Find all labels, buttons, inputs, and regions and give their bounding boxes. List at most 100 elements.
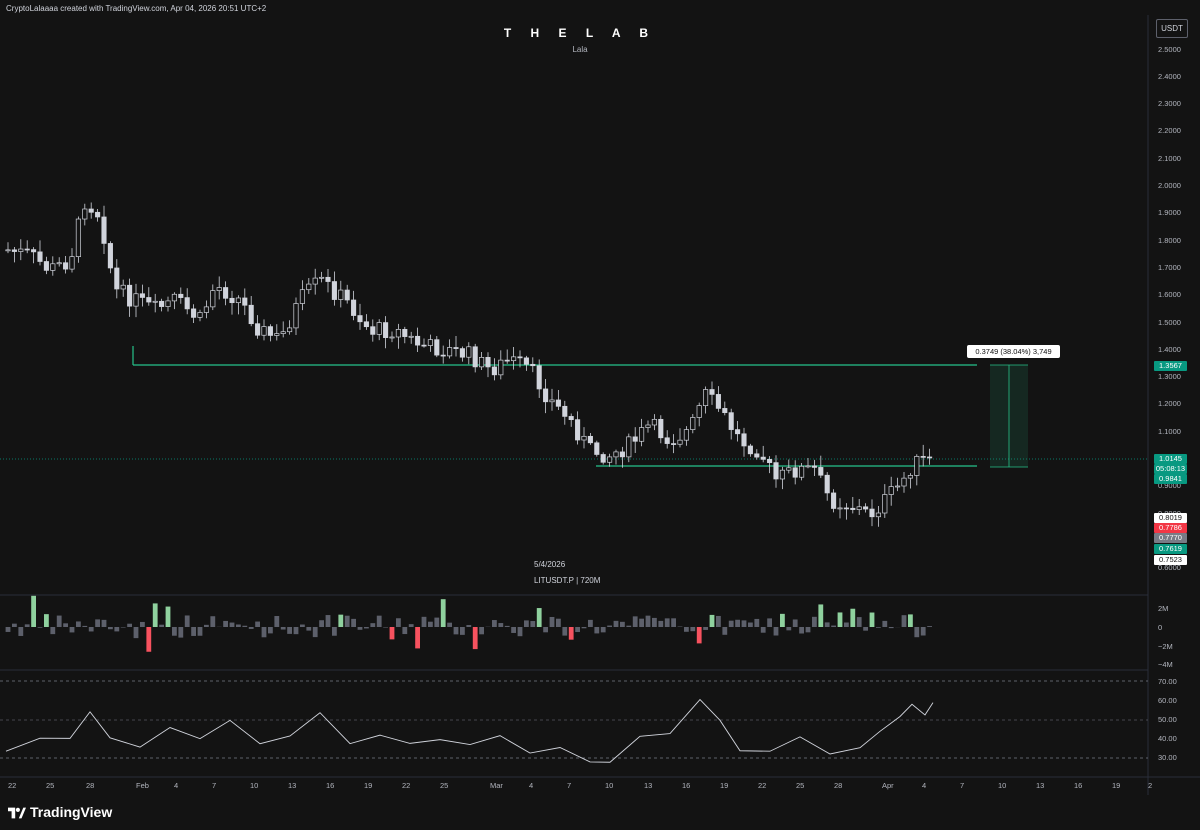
candle-body xyxy=(383,322,389,338)
candle-body xyxy=(754,453,760,458)
volume-bar xyxy=(428,621,433,627)
candle-body xyxy=(159,300,165,307)
candle-body xyxy=(773,462,779,480)
time-axis-label: Apr xyxy=(882,781,894,790)
price-axis-label: 2.4000 xyxy=(1158,71,1181,81)
candle-body xyxy=(88,208,94,213)
volume-bar xyxy=(479,627,484,635)
candle-body xyxy=(664,437,670,444)
candle-body xyxy=(735,429,741,435)
volume-bar xyxy=(869,612,875,627)
volume-bar xyxy=(319,620,324,627)
volume-bar xyxy=(568,627,574,640)
volume-bar xyxy=(5,627,11,632)
time-axis-label: 16 xyxy=(682,781,691,790)
volume-bar xyxy=(901,615,907,627)
volume-bar xyxy=(524,620,529,627)
candle-body xyxy=(31,249,37,253)
candle-body xyxy=(75,218,81,258)
candle-body xyxy=(683,429,689,441)
candle-body xyxy=(594,442,600,455)
candle-body xyxy=(690,417,696,430)
volume-bar xyxy=(402,627,408,635)
price-axis-label: 2.1000 xyxy=(1158,153,1181,163)
volume-bar xyxy=(799,627,804,634)
volume-bar xyxy=(581,627,587,629)
rsi-axis-label: 60.00 xyxy=(1158,696,1177,705)
candle-body xyxy=(357,315,363,323)
rsi-axis-label: 40.00 xyxy=(1158,734,1177,743)
volume-bar xyxy=(114,627,120,632)
candle-body xyxy=(831,492,837,509)
candle-body xyxy=(133,293,139,307)
volume-bar xyxy=(165,606,171,627)
volume-axis-label: 0 xyxy=(1158,623,1163,632)
candle-body xyxy=(581,435,587,441)
candle-body xyxy=(139,293,145,298)
volume-bar xyxy=(767,618,772,627)
candle-body xyxy=(850,507,856,510)
candle-body xyxy=(658,418,664,439)
volume-bar xyxy=(421,616,427,627)
price-axis-label: 1.3000 xyxy=(1158,372,1181,382)
price-axis-label: 1.8000 xyxy=(1158,235,1181,245)
candle-body xyxy=(888,486,894,495)
volume-bar xyxy=(408,624,414,627)
chart-watermark: CryptoLalaaaa created with TradingView.c… xyxy=(6,4,267,13)
candle-body xyxy=(440,354,446,357)
candle-body xyxy=(11,249,17,252)
tradingview-brand[interactable]: TradingView xyxy=(30,804,113,820)
volume-bar xyxy=(632,616,638,627)
volume-bar xyxy=(472,627,478,650)
candle-body xyxy=(767,459,773,463)
volume-bar xyxy=(722,627,728,635)
price-axis-label: 2.0000 xyxy=(1158,181,1181,190)
volume-bar xyxy=(325,615,331,627)
volume-bar xyxy=(178,627,184,638)
volume-bar xyxy=(927,626,932,627)
candle-body xyxy=(50,263,56,271)
volume-bar xyxy=(876,627,881,628)
volume-bar xyxy=(780,613,785,627)
time-axis-label: 19 xyxy=(720,781,729,790)
volume-bar xyxy=(95,619,100,627)
time-axis-label: 4 xyxy=(922,781,927,790)
volume-bar xyxy=(88,627,94,632)
candle-body xyxy=(63,262,69,270)
candle-body xyxy=(511,356,517,362)
price-axis-label: 1.6000 xyxy=(1158,290,1181,300)
volume-bar xyxy=(242,625,248,627)
currency-button[interactable]: USDT xyxy=(1156,19,1188,38)
candle-body xyxy=(869,508,875,518)
volume-bar xyxy=(664,618,670,627)
candle-body xyxy=(882,494,888,514)
volume-bar xyxy=(588,619,593,627)
candle-body xyxy=(747,445,753,455)
time-axis-label: 25 xyxy=(440,781,449,790)
candle-body xyxy=(152,300,158,303)
candle-body xyxy=(267,326,273,336)
volume-bar xyxy=(530,621,536,627)
price-axis-label: 1.5000 xyxy=(1158,317,1181,327)
candle-body xyxy=(856,506,862,510)
candle-body xyxy=(351,299,357,316)
candle-body xyxy=(319,276,325,279)
volume-bar xyxy=(223,620,228,627)
volume-bar xyxy=(460,627,465,635)
volume-bar xyxy=(306,627,312,631)
volume-bar xyxy=(786,627,792,631)
candle-body xyxy=(370,326,376,335)
volume-bar xyxy=(376,615,382,627)
tradingview-logo-icon xyxy=(8,807,26,819)
last-price-tag: 1.0145 xyxy=(1154,454,1187,464)
candle-body xyxy=(402,329,408,337)
price-tag-c: 0.7770 xyxy=(1154,533,1187,543)
candle-body xyxy=(376,322,382,335)
volume-bar xyxy=(127,623,132,627)
time-axis-label: 22 xyxy=(402,781,411,790)
volume-bar xyxy=(434,617,440,627)
volume-bar xyxy=(76,621,81,627)
candle-body xyxy=(120,284,126,290)
volume-bar xyxy=(671,618,676,627)
